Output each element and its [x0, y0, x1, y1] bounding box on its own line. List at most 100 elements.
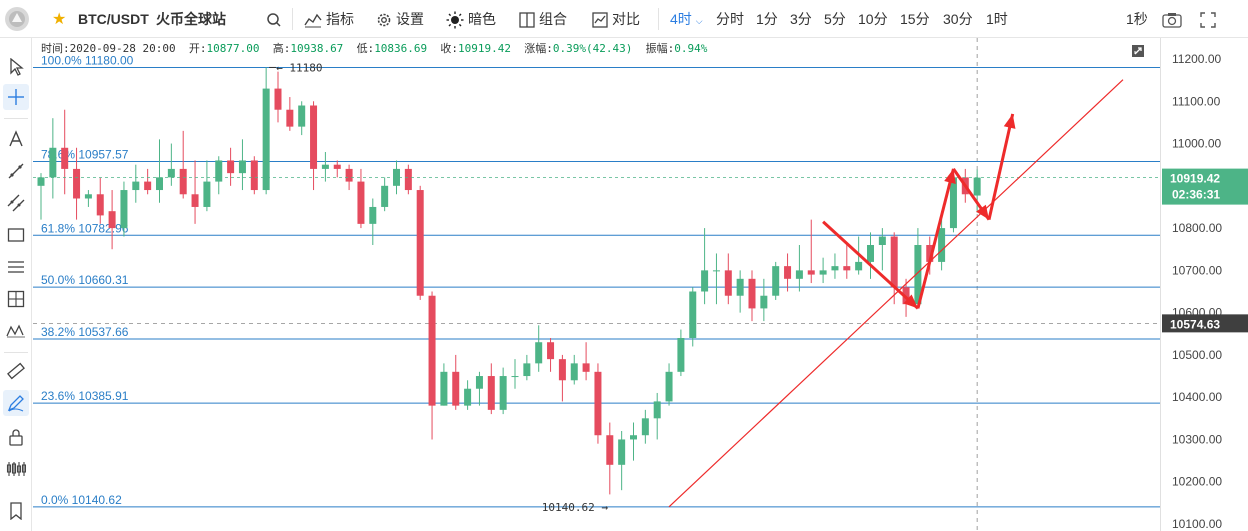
interval-tab-1h[interactable]: 1时 [986, 11, 1008, 27]
pattern-tool-button[interactable] [3, 318, 29, 344]
candle-body [345, 168, 353, 182]
change-value: 0.39%(42.43) [552, 42, 633, 55]
interval-selector[interactable]: 4时 ⌵ [670, 0, 703, 38]
candle [973, 169, 981, 213]
amplitude-value: 0.94% [674, 42, 708, 55]
lock-drawings-button[interactable] [3, 424, 29, 450]
candle-body [878, 236, 886, 245]
indicators-button[interactable]: 指标 [304, 0, 354, 38]
candle [227, 147, 235, 186]
candle-body [227, 160, 235, 174]
interval-tab-10m[interactable]: 10分 [858, 11, 888, 27]
candle-body [215, 160, 223, 182]
interval-tab-timeline[interactable]: 分时 [716, 11, 744, 27]
channel-tool-button[interactable] [3, 190, 29, 216]
candle-body [333, 164, 341, 169]
candle [132, 164, 140, 203]
refresh-rate-button[interactable]: 1秒 [1126, 11, 1148, 27]
interval-tab-1m[interactable]: 1分 [756, 11, 778, 27]
candle-body [677, 338, 685, 372]
candle-body [772, 266, 780, 296]
trend-line-tool-button[interactable] [3, 158, 29, 184]
trend-line [668, 79, 1124, 508]
drawing-toolbar [0, 38, 32, 531]
trend-line-icon [8, 163, 24, 179]
candle-body [156, 177, 163, 191]
camera-icon [1162, 13, 1182, 28]
compare-button[interactable]: 对比 [592, 0, 640, 38]
candle [499, 367, 507, 415]
candle-body [760, 295, 768, 309]
cursor-tool-button[interactable] [3, 54, 29, 80]
combine-button[interactable]: 组合 [519, 0, 567, 38]
candle [416, 185, 424, 300]
screenshot-button[interactable] [1162, 0, 1182, 38]
y-tick-label: 10800.00 [1172, 221, 1222, 235]
horizontal-lines-tool-button[interactable] [3, 254, 29, 280]
candle-body [440, 371, 448, 406]
symbol-label[interactable]: BTC/USDT [78, 11, 149, 27]
symbol-search-button[interactable] [266, 0, 286, 38]
candle [357, 168, 365, 229]
fibonacci-tool-button[interactable] [3, 286, 29, 312]
bookmark-button[interactable] [3, 498, 29, 524]
settings-button[interactable]: 设置 [376, 0, 424, 38]
forecast-arrow-head [903, 294, 918, 309]
favorite-star-button[interactable]: ★ [52, 0, 70, 38]
text-tool-button[interactable] [3, 126, 29, 152]
candle [511, 359, 519, 389]
forecast-arrow-head [1003, 113, 1016, 129]
candle-body [890, 236, 898, 288]
candle [914, 228, 922, 309]
candle [878, 228, 886, 271]
candle [369, 198, 377, 245]
candle-style-button[interactable] [3, 456, 29, 482]
arrow-cursor-icon [10, 58, 24, 76]
candle-body [357, 181, 365, 224]
candle-body [712, 270, 720, 272]
fullscreen-button[interactable] [1200, 0, 1216, 38]
candle-body [582, 363, 590, 372]
candle-body [926, 245, 934, 262]
horizontal-lines-icon [8, 261, 24, 273]
y-tick-label: 11200.00 [1172, 52, 1221, 66]
candle [701, 228, 709, 305]
indicators-icon [304, 14, 322, 28]
app-logo[interactable] [0, 0, 34, 38]
candle-body [452, 371, 460, 406]
interval-tab-30m[interactable]: 30分 [943, 11, 973, 27]
fib-level-label: 100.0% 11180.00 [41, 53, 134, 67]
candle [795, 245, 803, 292]
interval-tab-5m[interactable]: 5分 [824, 11, 846, 27]
sun-icon [446, 11, 464, 29]
candle-body [843, 266, 851, 271]
compare-label: 对比 [612, 11, 640, 27]
compare-icon [592, 12, 608, 28]
candlestick-icon [6, 462, 26, 476]
candle [203, 160, 211, 212]
y-tick-label: 10200.00 [1172, 475, 1222, 489]
rectangle-tool-button[interactable] [3, 222, 29, 248]
countdown-value: 02:36:31 [1172, 188, 1220, 202]
brush-tool-button[interactable] [3, 390, 29, 416]
candle-body [96, 194, 104, 216]
candle-body [191, 194, 199, 207]
candle-body [949, 177, 957, 229]
theme-button[interactable]: 暗色 [446, 0, 496, 38]
chart-area[interactable]: 10100.00 10200.00 10300.00 10400.00 10500.00… [33, 38, 1248, 531]
exchange-label[interactable]: 火币全球站 [156, 11, 226, 27]
candlestick-chart[interactable]: 10100.00 10200.00 10300.00 10400.00 10500.00… [33, 38, 1248, 531]
candle-body [369, 206, 377, 224]
price-axis [1160, 38, 1248, 531]
expand-chart-icon[interactable] [1132, 45, 1144, 57]
candle [784, 253, 792, 292]
candle-body [238, 160, 246, 174]
candle [712, 253, 720, 305]
interval-tab-3m[interactable]: 3分 [790, 11, 812, 27]
forecast-arrow-segment [916, 168, 955, 309]
candle [618, 431, 626, 491]
crosshair-tool-button[interactable] [3, 84, 29, 110]
interval-tab-15m[interactable]: 15分 [900, 11, 930, 27]
candle [310, 101, 318, 191]
measure-tool-button[interactable] [3, 358, 29, 384]
